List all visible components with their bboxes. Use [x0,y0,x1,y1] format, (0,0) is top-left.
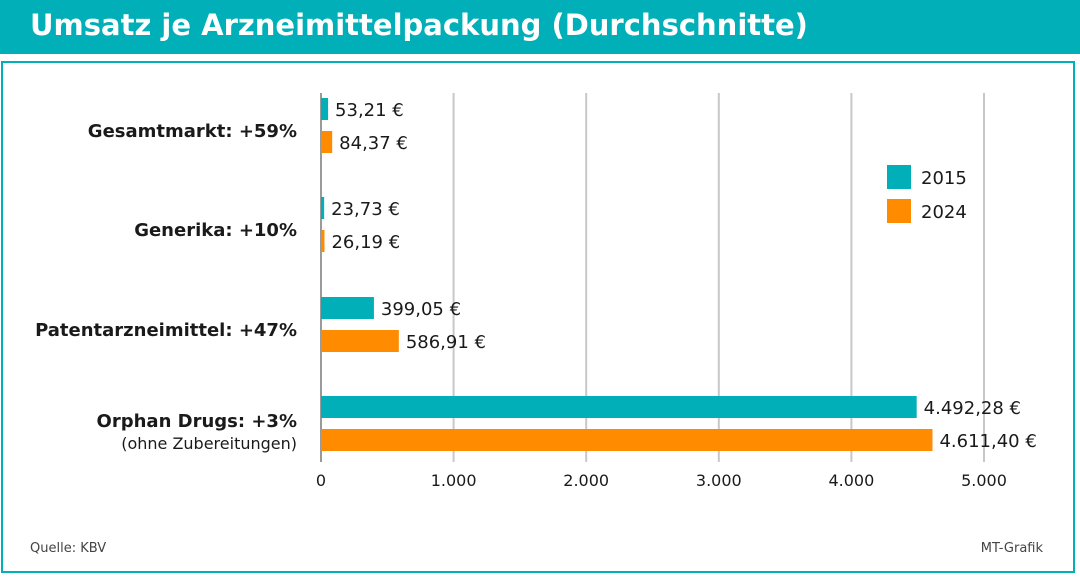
legend-swatch-2024 [887,199,911,223]
value-label-2015-2: 23,73 € [331,199,400,220]
bar-2024-4 [321,429,933,451]
legend-label-2024: 2024 [921,202,967,223]
bar-2024-3 [321,330,399,352]
bar-2024-2 [321,230,325,252]
value-label-2015-4: 4.492,28 € [924,398,1021,419]
category-label: Patentarzneimittel: +47% [35,320,297,341]
title-bar: Umsatz je Arzneimittelpackung (Durchschn… [0,0,1080,54]
source-note: Quelle: KBV [30,541,107,556]
x-tick-label: 0 [316,471,326,490]
legend-label-2015: 2015 [921,168,967,189]
value-label-2024-1: 84,37 € [339,133,408,154]
x-tick-label: 2.000 [563,471,609,490]
legend-swatch-2015 [887,165,911,189]
value-label-2024-3: 586,91 € [406,332,486,353]
x-tick-label: 1.000 [431,471,477,490]
value-label-2015-1: 53,21 € [335,100,404,121]
chart-title: Umsatz je Arzneimittelpackung (Durchschn… [30,8,808,42]
bar-2015-1 [321,98,329,120]
value-label-2024-2: 26,19 € [331,232,400,253]
bar-2015-4 [321,396,917,418]
category-sublabel: (ohne Zubereitungen) [121,434,297,453]
x-tick-label: 4.000 [828,471,874,490]
chart-frame [1,61,1075,573]
bar-2015-2 [321,197,325,219]
category-label: Generika: +10% [134,220,297,241]
credit-note: MT-Grafik [980,541,1043,556]
bar-2015-3 [321,297,374,319]
value-label-2024-4: 4.611,40 € [939,431,1036,452]
x-tick-label: 3.000 [696,471,742,490]
value-label-2015-3: 399,05 € [381,299,461,320]
category-label: Gesamtmarkt: +59% [88,121,297,142]
x-tick-label: 5.000 [961,471,1007,490]
category-label: Orphan Drugs: +3% [97,411,297,432]
bar-2024-1 [321,131,333,153]
